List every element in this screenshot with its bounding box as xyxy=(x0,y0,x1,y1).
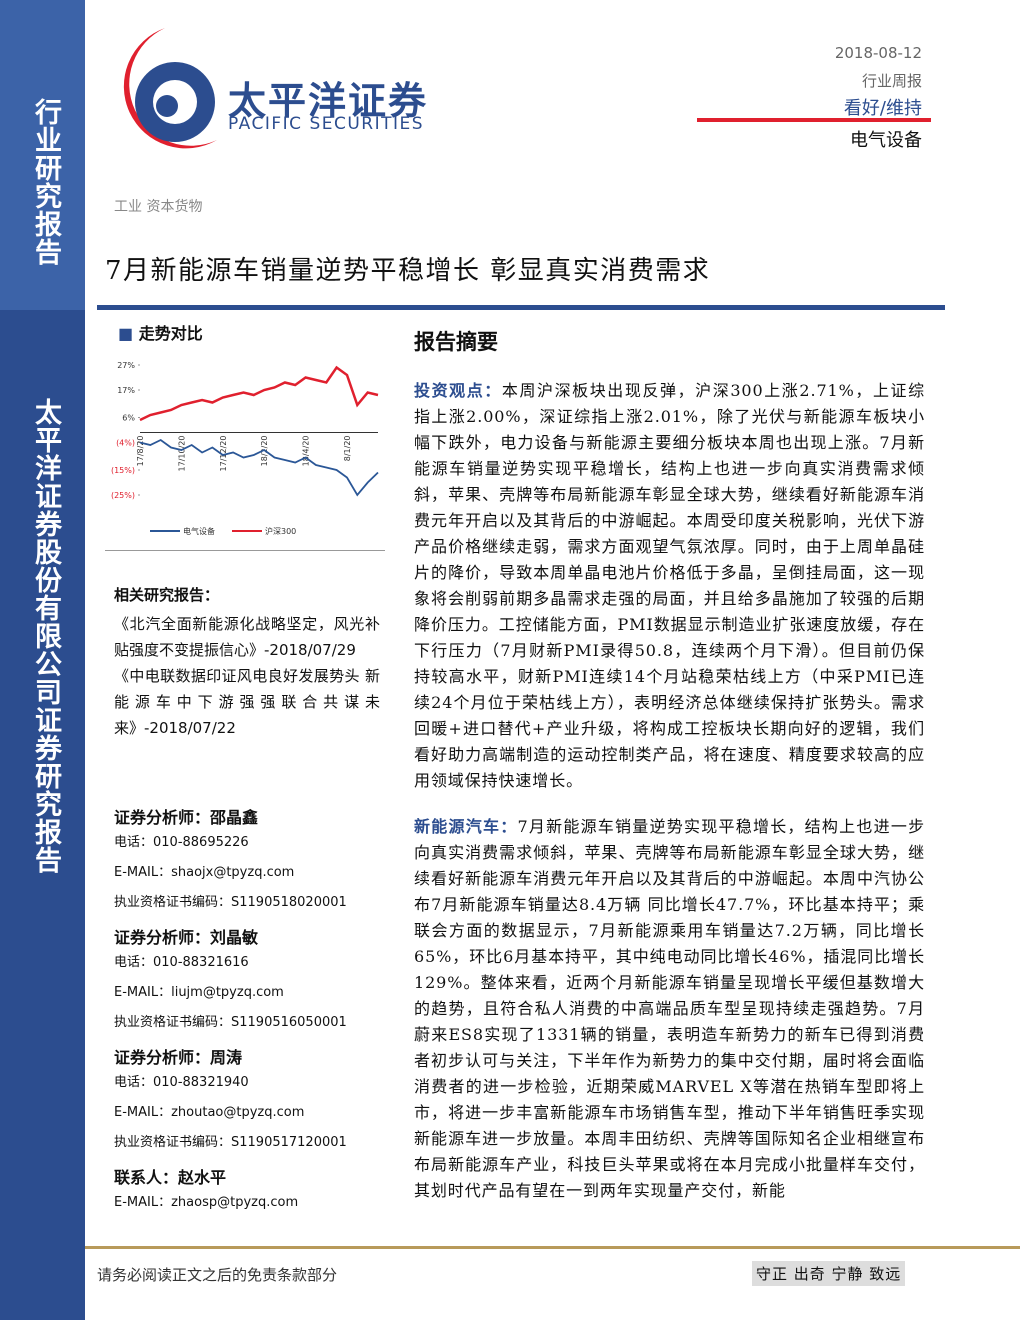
summary-paragraph: 新能源汽车：7月新能源车销量逆势实现平稳增长，结构上也进一步向真实消费需求倾斜，… xyxy=(414,814,925,1204)
rating: 看好/维持 xyxy=(843,98,922,119)
sidebar-bottom-text: 太平洋证券股份有限公司证券研究报告 xyxy=(30,398,61,874)
analysts: 证券分析师：邵晶鑫 电话：010-88695226 E-MAIL：shaojx@tp… xyxy=(114,798,384,1218)
analyst-line: 电话：010-88321940 xyxy=(114,1075,249,1090)
analyst-line: 执业资格证书编码：S1190517120001 xyxy=(114,1135,347,1150)
y-tick-label: (25%) xyxy=(111,491,135,500)
y-tick-label: 27% xyxy=(117,361,135,370)
analyst-line: E-MAIL：zhaosp@tpyzq.com xyxy=(114,1195,299,1210)
related: 相关研究报告： 《北汽全面新能源化战略坚定，风光补贴强度不变提振信心》-2018… xyxy=(114,584,380,741)
analyst-name: 邵晶鑫 xyxy=(210,808,259,827)
related-list: 《北汽全面新能源化战略坚定，风光补贴强度不变提振信心》-2018/07/29 《中… xyxy=(114,611,380,741)
legend-label: 沪深300 xyxy=(265,526,296,536)
analyst-line: 执业资格证书编码：S1190518020001 xyxy=(114,895,347,910)
analyst-line: E-MAIL：zhoutao@tpyzq.com xyxy=(114,1105,305,1120)
related-heading: 相关研究报告： xyxy=(114,586,220,604)
report-type: 行业周报 xyxy=(861,72,922,90)
y-tick-label: 17% xyxy=(117,386,135,395)
x-tick-label: 17/12/20 xyxy=(219,436,228,472)
analyst-role: 证券分析师：刘晶敏 xyxy=(114,924,384,948)
analyst-name: 赵水平 xyxy=(178,1168,227,1187)
series-line xyxy=(139,438,379,497)
summary-text: 7月新能源车销量逆势实现平稳增长，结构上也进一步向真实消费需求倾斜，苹果、壳牌等… xyxy=(414,817,926,1200)
trend-heading: ■ 走势对比 xyxy=(118,324,203,343)
summary-heading: 报告摘要 xyxy=(414,329,498,354)
x-tick-label: 8/1/20 xyxy=(343,436,352,462)
sidebar-top-text: 行业研究报告 xyxy=(30,98,61,266)
analyst-line: E-MAIL：shaojx@tpyzq.com xyxy=(114,865,295,880)
related-item: 《中电联数据印证风电良好发展势头 新能源车中下游强强联合共谋未来》-2018/0… xyxy=(114,667,380,737)
summary-paragraph: 投资观点：本周沪深板块出现反弹，沪深300上涨2.71%，上证综指上涨2.00%… xyxy=(414,378,925,794)
y-tick-label: (15%) xyxy=(111,466,135,475)
industry: 电气设备 xyxy=(850,130,922,151)
summary: 投资观点：本周沪深板块出现反弹，沪深300上涨2.71%，上证综指上涨2.00%… xyxy=(414,378,925,1224)
summary-lead: 投资观点： xyxy=(414,381,502,400)
analyst-role-label: 证券分析师： xyxy=(114,928,211,947)
x-tick-label: 17/10/20 xyxy=(177,436,186,472)
logo-mark xyxy=(123,28,217,149)
summary-lead: 新能源汽车： xyxy=(414,817,518,836)
analyst-line: 执业资格证书编码：S1190516050001 xyxy=(114,1015,347,1030)
y-tick-label: (4%) xyxy=(116,439,135,448)
date: 2018-08-12 xyxy=(834,44,922,62)
analyst-role: 证券分析师：周涛 xyxy=(114,1044,384,1068)
title-rule xyxy=(97,305,945,310)
legend-label: 电气设备 xyxy=(183,526,215,536)
related-item: 《北汽全面新能源化战略坚定，风光补贴强度不变提振信心》-2018/07/29 xyxy=(114,615,380,659)
rating-rule xyxy=(697,118,931,122)
trend-box xyxy=(105,318,385,551)
breadcrumb: 工业 资本货物 xyxy=(114,199,203,215)
logo-en: PACIFIC SECURITIES xyxy=(228,114,425,134)
y-tick-label: 6% xyxy=(122,414,135,423)
series-line xyxy=(139,365,379,422)
analyst-name: 周涛 xyxy=(210,1048,243,1067)
analyst-line: 电话：010-88695226 xyxy=(114,835,249,850)
trend-chart: 27% 17% 6% (4%) (15%) (25%) 17/8/20 17/10/20 17/… xyxy=(111,361,379,536)
logo-cn: 太平洋证券 xyxy=(228,79,429,123)
summary-text: 本周沪深板块出现反弹，沪深300上涨2.71%，上证综指上涨2.00%，深证综指… xyxy=(414,381,925,790)
analyst-role-label: 证券分析师： xyxy=(114,1048,211,1067)
analyst-line: 电话：010-88321616 xyxy=(114,955,249,970)
analyst-role: 联系人：赵水平 xyxy=(114,1164,384,1188)
analyst-role-label: 证券分析师： xyxy=(114,808,211,827)
sidebar-top xyxy=(0,0,85,310)
trend-heading-text: 走势对比 xyxy=(138,324,203,343)
footer-rule xyxy=(85,1246,1020,1249)
sidebar-bottom xyxy=(0,310,85,1320)
x-tick-label: 17/8/20 xyxy=(136,436,145,467)
analyst-role-label: 联系人： xyxy=(114,1168,179,1187)
motto: 守正 出奇 宁静 致远 xyxy=(752,1261,906,1286)
analyst-role: 证券分析师：邵晶鑫 xyxy=(114,804,384,828)
analyst-line: E-MAIL：liujm@tpyzq.com xyxy=(114,985,284,1000)
analyst-name: 刘晶敏 xyxy=(210,928,259,947)
disclaimer: 请务必阅读正文之后的免责条款部分 xyxy=(97,1266,338,1284)
x-tick-label: 18/4/20 xyxy=(302,436,311,467)
title: 7月新能源车销量逆势平稳增长 彰显真实消费需求 xyxy=(105,256,711,286)
